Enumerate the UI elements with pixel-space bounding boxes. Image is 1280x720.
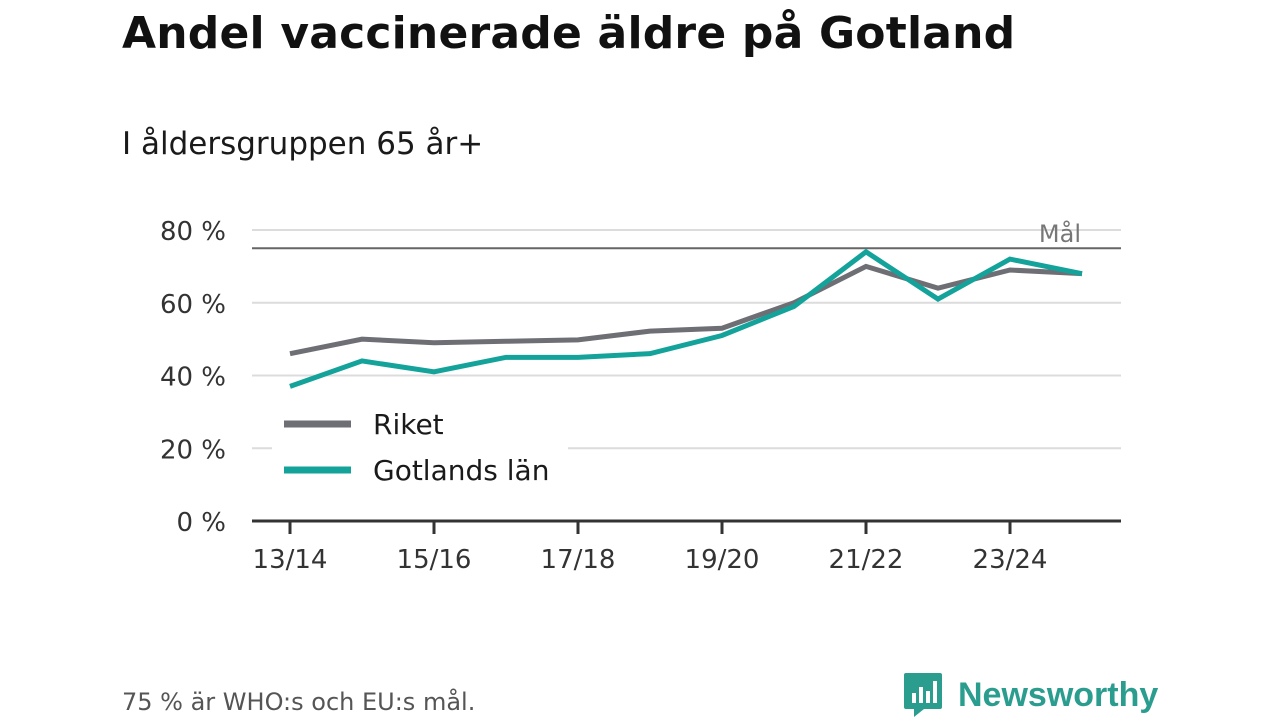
target-label: Mål: [1039, 219, 1081, 248]
x-tick-label: 13/14: [253, 545, 328, 575]
x-axis-ticks: 13/14 15/16 17/18 19/20 21/22 23/24: [252, 519, 1121, 575]
series-line-gotlands-l-n: [289, 248, 1083, 389]
series-line-riket: [289, 263, 1083, 357]
legend-label: Gotlands län: [373, 454, 549, 487]
chart-subtitle: I åldersgruppen 65 år+: [122, 126, 484, 162]
y-tick-label: 20 %: [160, 435, 226, 465]
legend: Riket Gotlands län: [272, 396, 568, 496]
y-tick-label: 80 %: [160, 217, 226, 247]
footnote: 75 % är WHO:s och EU:s mål.: [122, 688, 476, 716]
legend-label: Riket: [373, 408, 444, 441]
x-tick-label: 15/16: [397, 545, 472, 575]
y-axis-ticks: 0 % 20 % 40 % 60 % 80 %: [160, 217, 226, 538]
brand-logo: Newsworthy: [902, 670, 1158, 720]
series-lines: [289, 248, 1083, 389]
x-tick-label: 21/22: [829, 545, 904, 575]
x-tick-label: 19/20: [685, 545, 760, 575]
x-tick-label: 17/18: [541, 545, 616, 575]
y-tick-label: 60 %: [160, 290, 226, 320]
x-tick-label: 23/24: [973, 545, 1048, 575]
y-tick-label: 0 %: [176, 508, 226, 538]
y-tick-label: 40 %: [160, 363, 226, 393]
newsworthy-logo-icon: [904, 673, 942, 717]
legend-background: [272, 396, 568, 496]
target-line-group: Mål: [252, 219, 1121, 250]
chart-title: Andel vaccinerade äldre på Gotland: [122, 8, 1016, 59]
brand-name: Newsworthy: [958, 675, 1159, 714]
